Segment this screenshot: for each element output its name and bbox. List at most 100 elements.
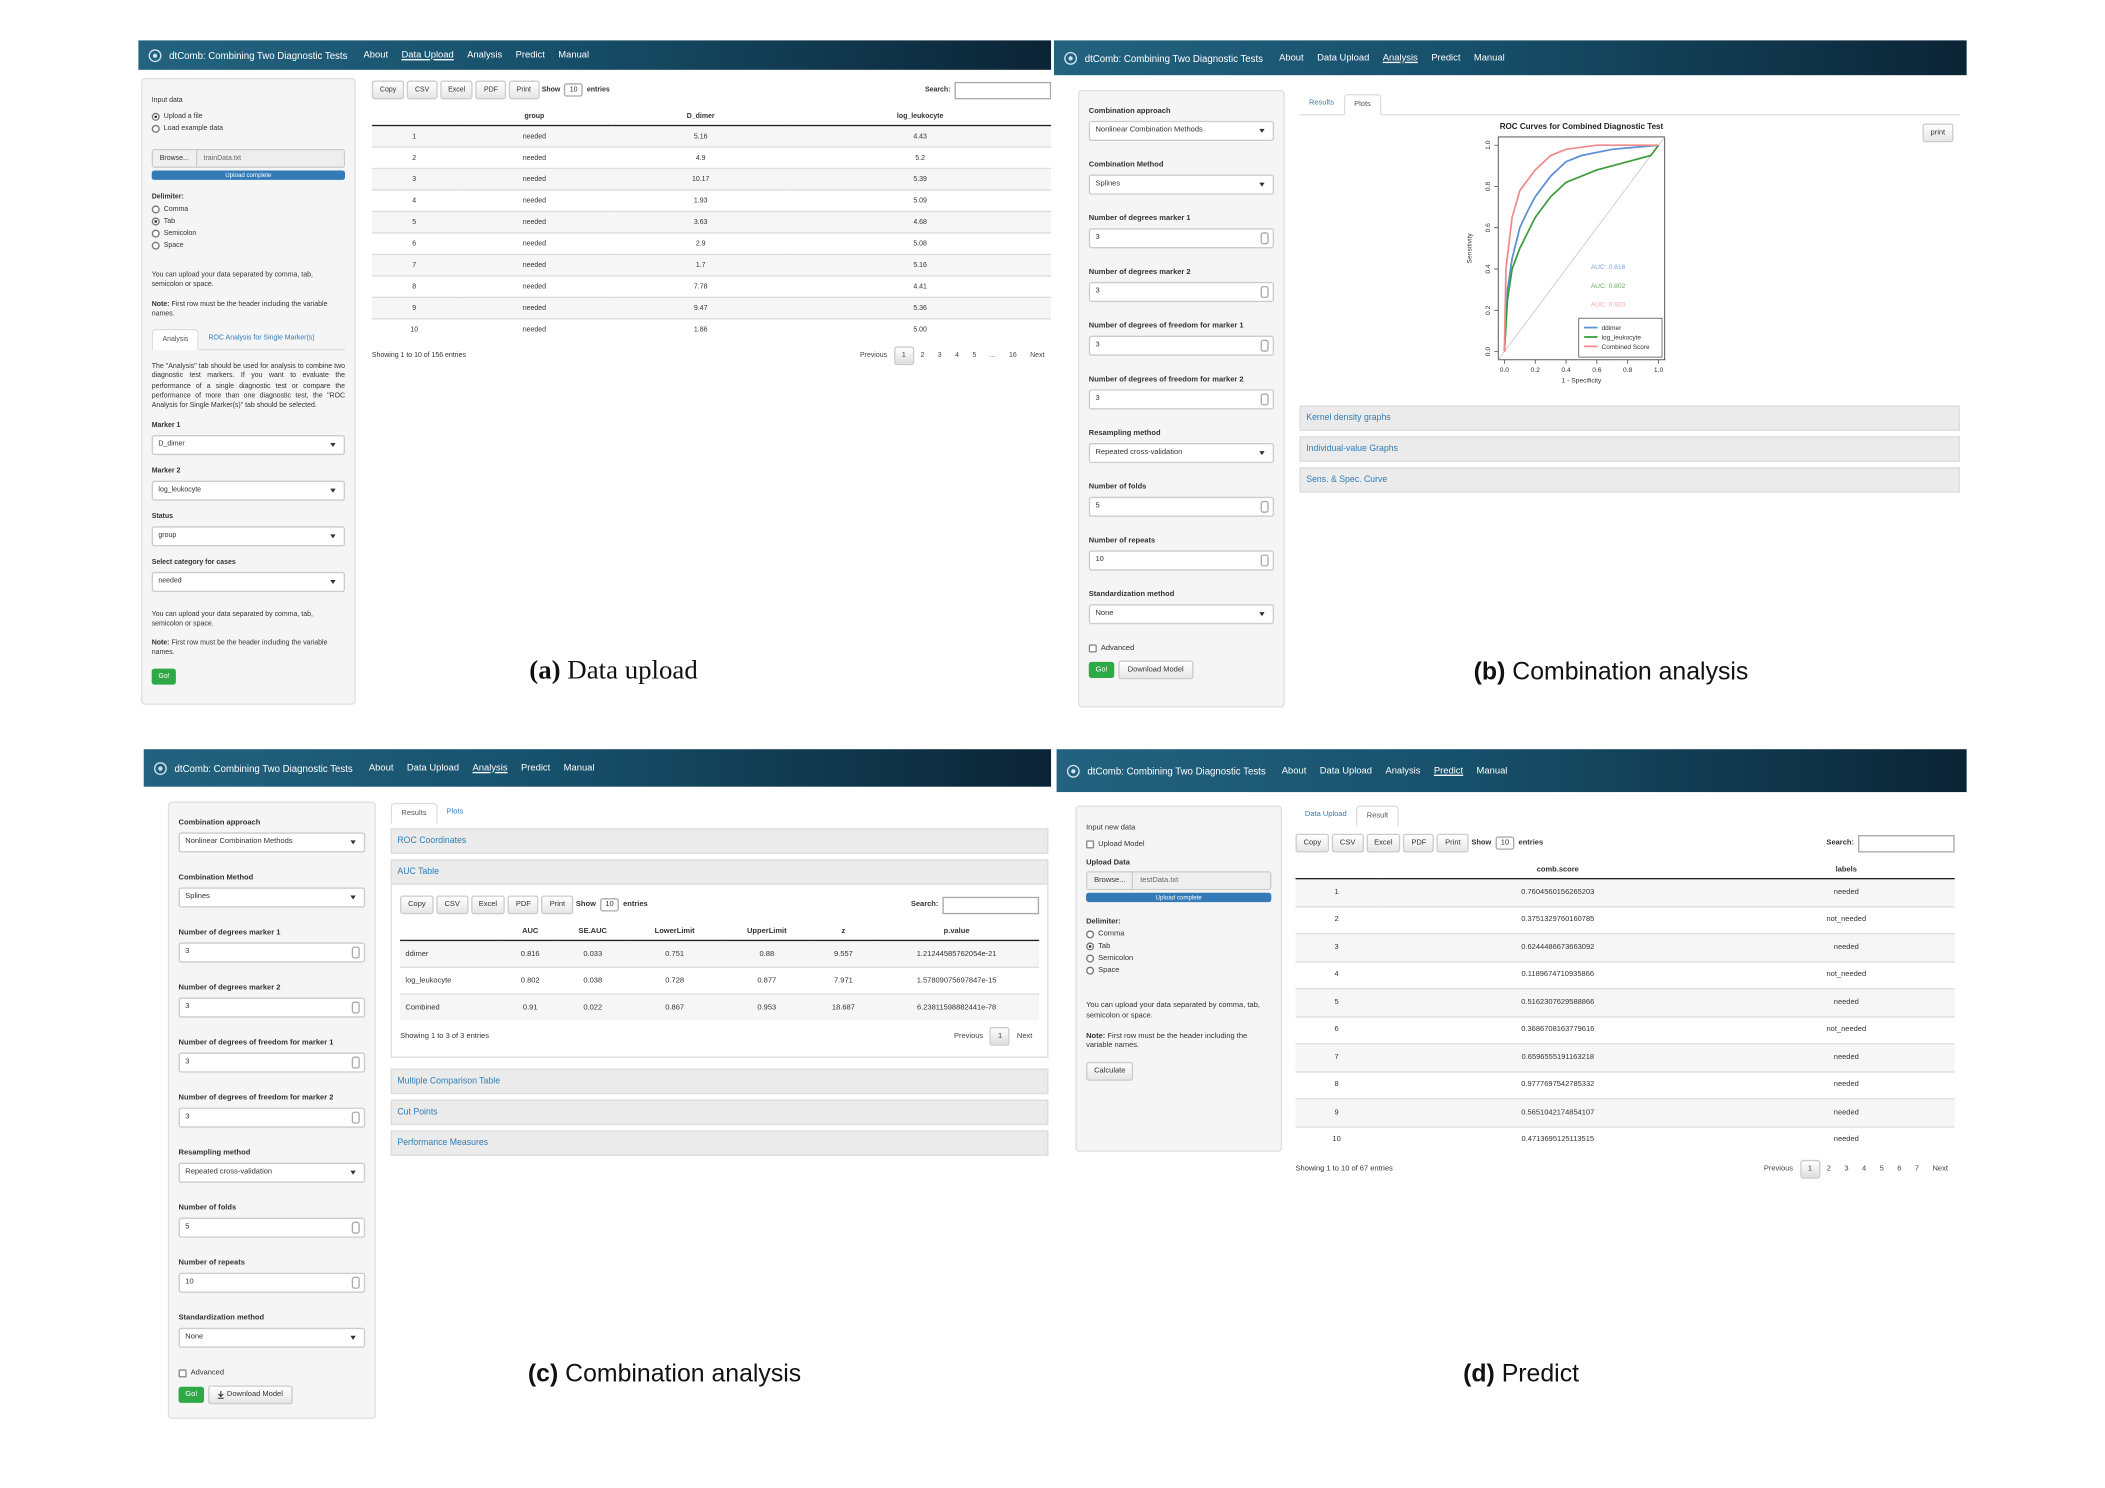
radio-option[interactable]: Semicolon bbox=[151, 229, 345, 238]
export-button[interactable]: Print bbox=[1437, 833, 1469, 853]
select-input[interactable]: Splines bbox=[1088, 174, 1275, 195]
go-button[interactable]: Go! bbox=[151, 668, 177, 685]
search-input[interactable] bbox=[942, 896, 1040, 914]
nav-item[interactable]: Data Upload bbox=[401, 50, 454, 60]
number-input[interactable]: 3 bbox=[178, 1107, 366, 1128]
export-button[interactable]: Print bbox=[541, 895, 574, 915]
number-input[interactable]: 5 bbox=[1088, 496, 1275, 517]
accordion-header[interactable]: Kernel density graphs bbox=[1299, 405, 1961, 431]
nav-item[interactable]: About bbox=[368, 763, 394, 773]
radio-option[interactable]: Load example data bbox=[151, 124, 345, 133]
nav-item[interactable]: Data Upload bbox=[1317, 53, 1370, 63]
nav-item[interactable]: Manual bbox=[563, 763, 595, 773]
nav-item[interactable]: Manual bbox=[558, 50, 590, 60]
search-input[interactable] bbox=[1858, 834, 1955, 852]
page-button[interactable]: 4 bbox=[1862, 1165, 1867, 1174]
nav-item[interactable]: Data Upload bbox=[1319, 765, 1373, 776]
number-input[interactable]: 3 bbox=[1088, 335, 1275, 356]
export-button[interactable]: PDF bbox=[475, 80, 506, 100]
number-input[interactable]: 3 bbox=[178, 1052, 366, 1073]
go-button[interactable]: Go! bbox=[178, 1386, 205, 1403]
nav-item[interactable]: Predict bbox=[1433, 765, 1464, 776]
advanced-checkbox[interactable]: Advanced bbox=[1088, 644, 1274, 653]
page-button[interactable]: 1 bbox=[1799, 1159, 1821, 1179]
tab[interactable]: Plots bbox=[446, 808, 464, 817]
browse-button[interactable]: Browse... bbox=[1087, 872, 1134, 889]
calculate-button[interactable]: Calculate bbox=[1086, 1062, 1134, 1082]
nav-item[interactable]: About bbox=[1279, 53, 1304, 63]
radio-option[interactable]: Semicolon bbox=[1086, 954, 1271, 963]
nav-item[interactable]: About bbox=[363, 50, 389, 60]
export-button[interactable]: Copy bbox=[371, 80, 405, 100]
page-button[interactable]: 1 bbox=[893, 346, 914, 366]
tab[interactable]: Results bbox=[390, 802, 438, 825]
page-button[interactable]: 5 bbox=[1879, 1165, 1884, 1174]
page-button[interactable]: Next bbox=[1932, 1165, 1948, 1174]
length-select[interactable]: 10 bbox=[1495, 836, 1515, 850]
export-button[interactable]: Excel bbox=[470, 895, 506, 915]
download-button[interactable]: Download Model bbox=[1118, 660, 1194, 680]
number-input[interactable]: 10 bbox=[1088, 550, 1275, 571]
select-input[interactable]: None bbox=[178, 1327, 366, 1348]
number-input[interactable]: 10 bbox=[178, 1272, 366, 1293]
page-button[interactable]: 4 bbox=[955, 351, 959, 360]
number-input[interactable]: 3 bbox=[178, 997, 366, 1018]
nav-item[interactable]: Analysis bbox=[472, 763, 508, 773]
export-button[interactable]: CSV bbox=[436, 895, 468, 915]
page-button[interactable]: 5 bbox=[972, 351, 977, 360]
number-input[interactable]: 5 bbox=[178, 1217, 366, 1238]
select-input[interactable]: D_dimer bbox=[151, 434, 346, 455]
export-button[interactable]: Print bbox=[508, 80, 540, 100]
select-input[interactable]: log_leukocyte bbox=[151, 479, 346, 501]
accordion-header[interactable]: AUC Table bbox=[390, 859, 1049, 885]
accordion-header[interactable]: Multiple Comparison Table bbox=[390, 1068, 1049, 1095]
tab[interactable]: Data Upload bbox=[1304, 810, 1347, 819]
nav-item[interactable]: Manual bbox=[1476, 765, 1508, 776]
advanced-checkbox[interactable]: Advanced bbox=[178, 1369, 366, 1378]
nav-item[interactable]: Manual bbox=[1473, 53, 1505, 63]
page-button[interactable]: 2 bbox=[1826, 1165, 1831, 1174]
nav-item[interactable]: Predict bbox=[515, 50, 545, 60]
select-input[interactable]: Splines bbox=[178, 887, 366, 908]
go-button[interactable]: Go! bbox=[1088, 661, 1115, 678]
select-input[interactable]: Nonlinear Combination Methods bbox=[178, 832, 366, 853]
tab[interactable]: Result bbox=[1356, 805, 1399, 827]
length-select[interactable]: 10 bbox=[564, 83, 583, 97]
page-button[interactable]: 16 bbox=[1008, 351, 1017, 360]
browse-button[interactable]: Browse... bbox=[153, 150, 197, 167]
accordion-header[interactable]: Cut Points bbox=[390, 1099, 1049, 1126]
page-button[interactable]: Previous bbox=[953, 1032, 984, 1041]
page-button[interactable]: Next bbox=[1030, 351, 1045, 360]
tab[interactable]: Results bbox=[1308, 99, 1334, 108]
export-button[interactable]: Copy bbox=[400, 895, 434, 915]
number-input[interactable]: 3 bbox=[1088, 228, 1275, 249]
search-input[interactable] bbox=[954, 81, 1052, 99]
download-button[interactable]: Download Model bbox=[208, 1385, 293, 1405]
nav-item[interactable]: Analysis bbox=[1385, 765, 1421, 776]
export-button[interactable]: Excel bbox=[440, 80, 474, 100]
upload-model-checkbox[interactable]: Upload Model bbox=[1086, 840, 1271, 849]
print-button[interactable]: print bbox=[1922, 123, 1954, 143]
tab[interactable]: Plots bbox=[1343, 93, 1382, 116]
export-button[interactable]: CSV bbox=[406, 80, 438, 100]
nav-item[interactable]: Predict bbox=[520, 763, 551, 773]
tab[interactable]: ROC Analysis for Single Marker(s) bbox=[208, 334, 315, 343]
page-button[interactable]: 7 bbox=[1914, 1165, 1920, 1174]
nav-item[interactable]: Predict bbox=[1431, 53, 1461, 63]
select-input[interactable]: Nonlinear Combination Methods bbox=[1088, 120, 1275, 141]
select-input[interactable]: Repeated cross-validation bbox=[178, 1162, 366, 1183]
accordion-header[interactable]: ROC Coordinates bbox=[390, 828, 1049, 854]
page-button[interactable]: Previous bbox=[1763, 1165, 1794, 1174]
number-input[interactable]: 3 bbox=[1088, 389, 1275, 410]
select-input[interactable]: None bbox=[1088, 604, 1275, 625]
page-button[interactable]: 2 bbox=[920, 351, 925, 360]
page-button[interactable]: 3 bbox=[1844, 1165, 1849, 1174]
radio-option[interactable]: Upload a file bbox=[151, 112, 345, 121]
select-input[interactable]: group bbox=[151, 525, 346, 546]
page-button[interactable]: Previous bbox=[859, 351, 888, 360]
radio-option[interactable]: Space bbox=[1086, 966, 1271, 975]
accordion-header[interactable]: Performance Measures bbox=[390, 1130, 1049, 1156]
page-button[interactable]: 3 bbox=[937, 351, 942, 360]
select-input[interactable]: needed bbox=[151, 571, 346, 592]
export-button[interactable]: Copy bbox=[1295, 833, 1330, 853]
